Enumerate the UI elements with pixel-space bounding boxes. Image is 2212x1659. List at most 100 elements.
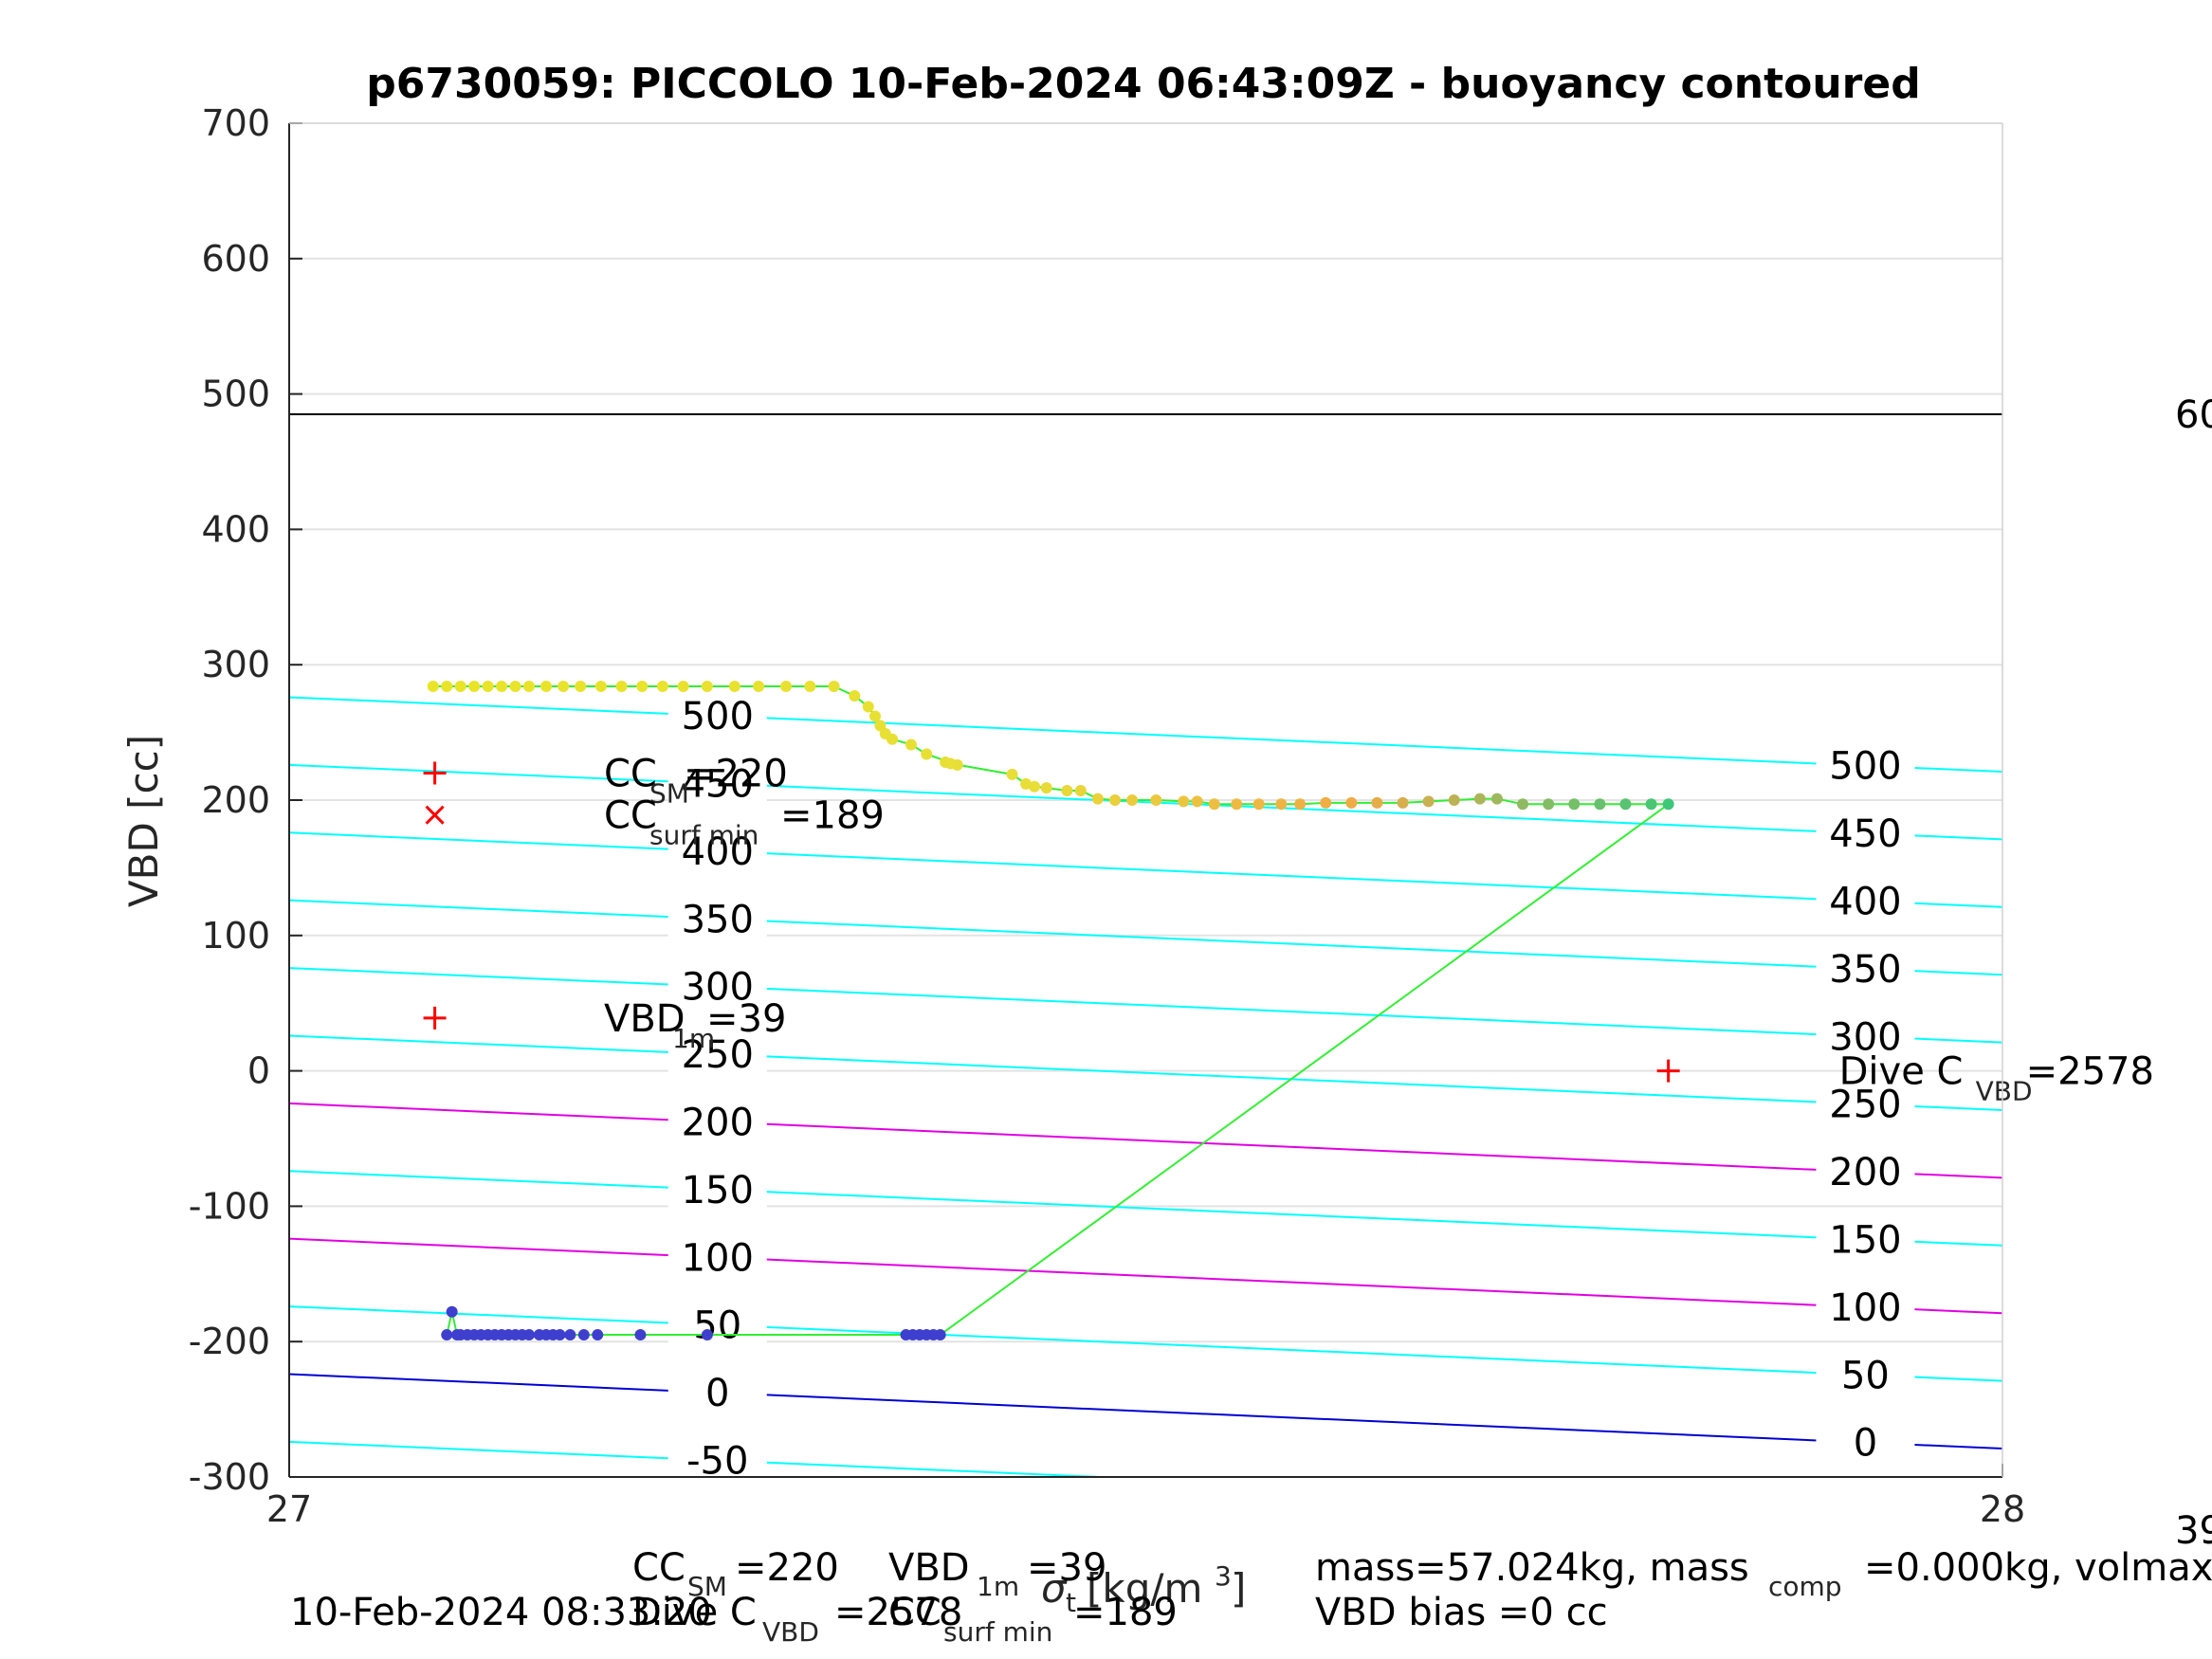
contour-line-0 — [289, 696, 2002, 774]
contour-group — [289, 696, 2002, 1477]
contour-lines: 5005004504504004003503503003002502502002… — [289, 695, 2002, 1484]
contour-label-bg-left-6 — [667, 1101, 767, 1143]
series-upper-point-4 — [482, 681, 494, 693]
series-upper-point-61 — [1594, 798, 1606, 811]
series-upper-point-24 — [868, 710, 881, 722]
contour-line-9 — [289, 1305, 2002, 1382]
series-upper-point-3 — [468, 681, 481, 693]
series-upper-point-55 — [1448, 794, 1460, 806]
series-upper-point-39 — [1091, 793, 1104, 805]
annotation-label-0: CC — [604, 752, 657, 795]
series-upper-point-41 — [1126, 794, 1139, 806]
x-tick-label-1: 28 — [1980, 1488, 2025, 1530]
footer-dive-c: Dive C — [632, 1591, 757, 1634]
series-upper-point-9 — [558, 681, 570, 693]
footer-mass-val: =0.000kg, volmax — [1864, 1546, 2212, 1590]
contour-label-bg-left-11 — [667, 1439, 767, 1482]
contour-label-bg-right-9 — [1816, 1354, 1915, 1396]
contour-label-bg-right-7 — [1816, 1218, 1915, 1261]
series-upper-point-46 — [1231, 798, 1243, 811]
data-series — [427, 681, 1674, 1341]
annotation-label-sub-1: surf min — [649, 820, 759, 851]
series-lower-point-21 — [634, 1329, 647, 1341]
series-upper-point-12 — [615, 681, 628, 693]
contour-label-left-2: 400 — [682, 830, 754, 874]
chart-title: p6730059: PICCOLO 10-Feb-2024 06:43:09Z … — [366, 60, 1920, 108]
y-tick-label-5: 200 — [201, 779, 270, 821]
y-tick-label-9: 600 — [201, 238, 270, 280]
series-upper-point-44 — [1191, 795, 1203, 808]
series-connector-line — [940, 803, 1670, 1336]
series-upper-point-56 — [1473, 793, 1486, 805]
series-upper-point-38 — [1074, 785, 1087, 797]
contour-label-bg-left-1 — [667, 762, 767, 805]
grid-lines — [289, 257, 2002, 1343]
contour-line-8 — [289, 1237, 2002, 1315]
footer-vbd-bias: VBD bias =0 cc — [1315, 1591, 1608, 1634]
series-upper-point-60 — [1568, 798, 1581, 811]
series-upper-point-53 — [1397, 796, 1409, 809]
annotation-label-sub-3: VBD — [1976, 1076, 2033, 1107]
series-upper-point-47 — [1252, 798, 1265, 811]
series-upper-point-50 — [1320, 796, 1332, 809]
series-upper-point-40 — [1108, 794, 1121, 806]
annotation-label-1: CC — [604, 794, 657, 838]
series-upper-point-62 — [1619, 798, 1632, 811]
annotation-label-2: VBD — [604, 997, 686, 1041]
series-upper-point-21 — [828, 681, 840, 693]
series-upper-point-7 — [522, 681, 535, 693]
contour-label-bg-right-5 — [1816, 1083, 1915, 1125]
contour-label-bg-left-0 — [667, 695, 767, 738]
contour-label-bg-right-8 — [1816, 1285, 1915, 1328]
annotation-label-value-0: =220 — [684, 752, 788, 795]
series-upper-point-64 — [1662, 798, 1674, 811]
contour-label-right-6: 200 — [1829, 1151, 1901, 1194]
contour-label-left-6: 200 — [682, 1102, 754, 1145]
right-edge-label-top: 60 — [2175, 393, 2212, 437]
footer-dive-c-val: =2578 — [834, 1591, 962, 1634]
footer-mass: mass=57.024kg, mass — [1315, 1546, 1749, 1590]
series-upper-point-52 — [1371, 796, 1383, 809]
series-upper-point-15 — [677, 681, 689, 693]
series-upper-point-13 — [636, 681, 649, 693]
series-upper-point-43 — [1178, 795, 1190, 808]
contour-label-bg-right-4 — [1816, 1015, 1915, 1058]
annotation-marker-1 — [425, 805, 445, 825]
series-upper-point-10 — [575, 681, 587, 693]
footer-cc-surf-val: =189 — [1073, 1591, 1178, 1634]
contour-label-left-8: 100 — [682, 1236, 754, 1280]
annotation-label-sub-0: SM — [649, 777, 689, 809]
series-upper-point-11 — [594, 681, 607, 693]
x-tick-label-0: 27 — [266, 1488, 312, 1530]
contour-label-left-11: -50 — [686, 1440, 748, 1484]
y-tick-label-4: 100 — [201, 915, 270, 957]
series-upper-point-58 — [1517, 798, 1529, 811]
contour-label-bg-left-8 — [667, 1236, 767, 1279]
series-upper-point-59 — [1543, 798, 1555, 811]
series-upper-point-27 — [887, 733, 899, 745]
series-upper-point-16 — [701, 681, 713, 693]
contour-label-bg-right-0 — [1816, 744, 1915, 787]
contour-label-bg-right-10 — [1816, 1421, 1915, 1464]
series-upper-point-36 — [1040, 782, 1052, 794]
footer-vbd-1m: VBD — [888, 1546, 970, 1590]
series-lower-point-20 — [592, 1329, 604, 1341]
y-tick-label-8: 500 — [201, 374, 270, 415]
series-upper-point-8 — [540, 681, 553, 693]
series-upper-point-14 — [656, 681, 668, 693]
series-lower-point-17 — [554, 1329, 566, 1341]
contour-label-right-2: 400 — [1829, 881, 1901, 924]
contour-line-7 — [289, 1170, 2002, 1247]
contour-label-right-10: 0 — [1854, 1422, 1877, 1466]
contour-line-4 — [289, 967, 2002, 1044]
contour-label-bg-left-10 — [667, 1372, 767, 1414]
contour-label-left-10: 0 — [705, 1372, 729, 1415]
y-tick-label-10: 700 — [201, 102, 270, 144]
series-upper-point-19 — [780, 681, 793, 693]
contour-label-left-5: 250 — [682, 1033, 754, 1077]
y-tick-label-2: -100 — [189, 1185, 270, 1227]
series-upper-point-2 — [454, 681, 466, 693]
contour-label-left-3: 350 — [682, 898, 754, 941]
x-axis-label-symbol: σ — [1041, 1565, 1068, 1612]
contour-label-right-0: 500 — [1829, 745, 1901, 789]
